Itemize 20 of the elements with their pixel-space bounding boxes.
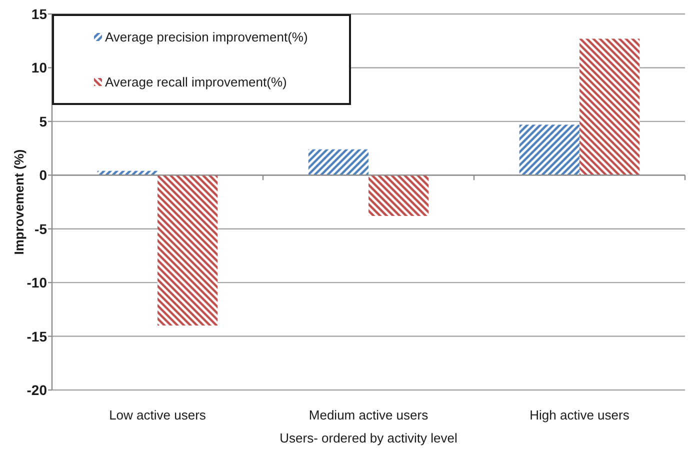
- y-tick-label: 5: [39, 113, 48, 130]
- y-tick-label: 15: [31, 6, 48, 22]
- y-tick-label: -15: [26, 328, 48, 344]
- y-tick-label: -20: [26, 382, 48, 398]
- bar: [308, 149, 368, 176]
- y-tick-label: -5: [34, 220, 48, 237]
- x-tick-label: High active users: [530, 408, 630, 422]
- x-axis-title: Users- ordered by activity level: [280, 430, 458, 446]
- bar: [158, 175, 218, 326]
- legend-label: Average recall improvement(%): [105, 74, 287, 90]
- bar: [580, 38, 640, 176]
- y-tick-label: 0: [39, 167, 48, 184]
- x-tick-label: Medium active users: [308, 408, 429, 422]
- y-tick-label: 10: [31, 60, 48, 76]
- legend-label: Average precision improvement(%): [105, 30, 308, 44]
- bar: [368, 175, 429, 216]
- y-tick-label: -10: [26, 274, 48, 291]
- bar: [519, 124, 580, 176]
- y-axis-title: Improvement (%): [12, 149, 26, 255]
- x-tick-label: Low active users: [109, 408, 206, 422]
